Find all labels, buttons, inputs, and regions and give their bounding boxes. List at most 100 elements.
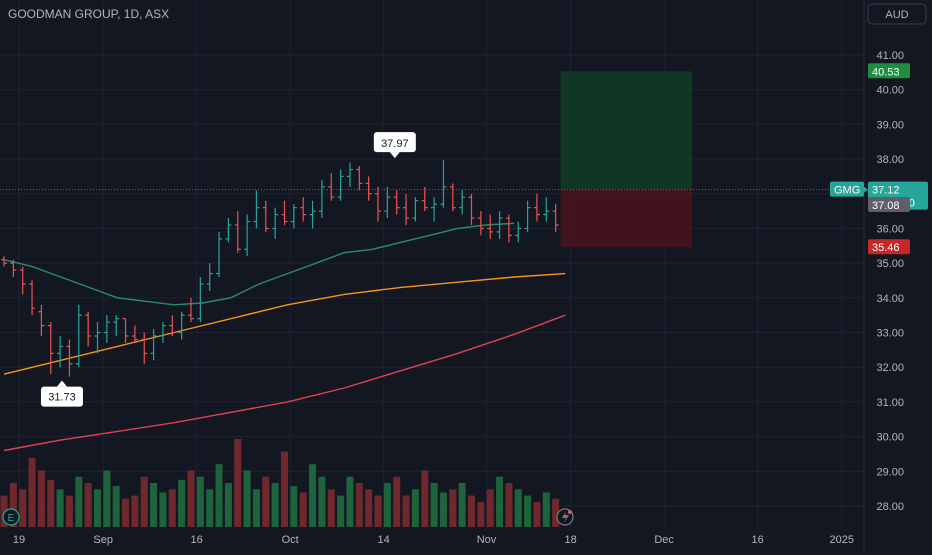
symbol-title[interactable]: GOODMAN GROUP, 1D, ASX [8, 7, 169, 21]
ohlc-bar[interactable] [244, 214, 251, 257]
volume-bar [355, 483, 363, 527]
ohlc-bar[interactable] [421, 186, 428, 212]
callout-pointer [389, 152, 400, 159]
volume-bar [477, 501, 485, 527]
dividend-icon[interactable] [556, 508, 574, 526]
ohlc-bar[interactable] [356, 166, 363, 191]
ohlc-bar[interactable] [318, 179, 325, 219]
ohlc-bar[interactable] [216, 231, 223, 278]
ohlc-bar[interactable] [552, 204, 559, 232]
ohlc-bar[interactable] [300, 197, 307, 222]
volume-bar [178, 479, 186, 527]
ohlc-bar[interactable] [103, 315, 110, 343]
ohlc-bar[interactable] [459, 190, 466, 215]
ohlc-bar[interactable] [159, 322, 166, 343]
ohlc-bar[interactable] [75, 304, 82, 368]
ohlc-bar[interactable] [440, 160, 447, 208]
ohlc-bar[interactable] [29, 280, 36, 316]
time-tick-label: 19 [13, 534, 25, 546]
ohlc-bar[interactable] [272, 207, 279, 239]
volume-bar [196, 476, 204, 527]
volume-bar [524, 495, 532, 527]
price-tick-label: 36.00 [876, 223, 904, 235]
symbol-tag-text: GMG [834, 185, 860, 197]
ohlc-bar[interactable] [533, 193, 540, 222]
volume-bar [75, 476, 83, 527]
volume-bar [168, 489, 176, 527]
ohlc-bar[interactable] [496, 211, 503, 239]
volume-bar [309, 464, 317, 527]
ohlc-bar[interactable] [66, 339, 73, 377]
volume-bar [84, 483, 92, 527]
ohlc-bar[interactable] [131, 325, 138, 343]
ohlc-bar[interactable] [85, 311, 92, 347]
volume-bar [421, 470, 429, 527]
ohlc-bar[interactable] [206, 263, 213, 291]
high-callout: 37.97 [373, 132, 416, 159]
symbol-tag: GMG [830, 181, 864, 197]
stop-zone[interactable] [560, 189, 693, 248]
ohlc-bar[interactable] [94, 322, 101, 354]
ohlc-bar[interactable] [150, 329, 157, 361]
volume-bar [234, 439, 242, 527]
currency-button[interactable]: AUD [867, 3, 927, 25]
ohlc-bar[interactable] [543, 197, 550, 222]
ohlc-bar[interactable] [393, 190, 400, 215]
ohlc-bar[interactable] [468, 193, 475, 225]
ohlc-bar[interactable] [57, 336, 64, 368]
volume-bar [533, 501, 541, 527]
ohlc-bar[interactable] [141, 332, 148, 364]
callout-pointer [56, 380, 67, 387]
ohlc-bar[interactable] [122, 318, 129, 343]
ohlc-bar[interactable] [113, 315, 120, 337]
ohlc-bar[interactable] [225, 218, 232, 243]
ohlc-bar[interactable] [19, 266, 26, 295]
ohlc-bar[interactable] [365, 176, 372, 201]
ohlc-bar[interactable] [309, 200, 316, 229]
ohlc-bar[interactable] [515, 221, 522, 243]
volume-bar [103, 470, 111, 527]
volume-bar [505, 483, 513, 527]
volume-bar [496, 476, 504, 527]
ohlc-bar[interactable] [47, 322, 54, 375]
ohlc-bar[interactable] [346, 162, 353, 187]
ohlc-bar[interactable] [375, 186, 381, 222]
ohlc-bar[interactable] [197, 277, 204, 323]
currency-label: AUD [885, 9, 908, 21]
volume-bar [224, 483, 232, 527]
ohlc-bar[interactable] [412, 197, 419, 222]
ohlc-bar[interactable] [477, 211, 484, 236]
target-zone[interactable] [560, 71, 693, 190]
volume-bar [65, 495, 73, 527]
ohlc-bar[interactable] [38, 304, 45, 337]
ohlc-bar[interactable] [188, 297, 194, 323]
volume-bar [383, 483, 391, 527]
ohlc-bar[interactable] [281, 200, 288, 225]
ohlc-bar[interactable] [384, 186, 391, 219]
ohlc-bar[interactable] [431, 197, 438, 222]
ohlc-bar[interactable] [169, 315, 176, 337]
ohlc-bar[interactable] [234, 211, 241, 253]
ohlc-bar[interactable] [178, 311, 185, 340]
ohlc-bar[interactable] [524, 200, 531, 232]
ma-long-line [3, 314, 566, 452]
ohlc-bar[interactable] [505, 214, 512, 243]
ohlc-bar[interactable] [253, 190, 260, 229]
ohlc-bar[interactable] [328, 172, 335, 201]
ohlc-bar[interactable] [403, 193, 410, 225]
e-icon[interactable]: E [2, 508, 20, 526]
ohlc-bar[interactable] [449, 183, 456, 212]
ohlc-bar[interactable] [262, 200, 269, 232]
ohlc-bar[interactable] [337, 169, 344, 201]
ohlc-bar[interactable] [487, 214, 494, 239]
ohlc-bar[interactable] [10, 259, 17, 278]
volume-bar [37, 470, 45, 527]
volume-bar [150, 483, 158, 527]
ohlc-bar[interactable] [1, 256, 7, 267]
volume-bar [290, 486, 298, 527]
stop-price-tag-text: 35.46 [872, 242, 900, 254]
ohlc-bar[interactable] [290, 204, 297, 229]
volume-bar [28, 457, 36, 527]
volume-bar [430, 483, 438, 527]
